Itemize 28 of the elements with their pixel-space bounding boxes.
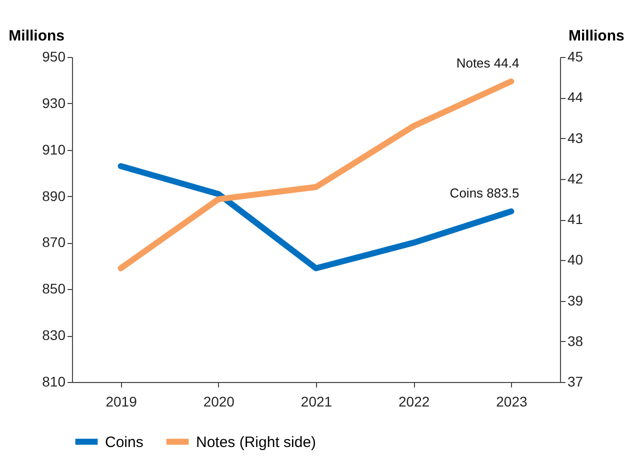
y2-tick-label: 45 [568, 48, 584, 64]
y2-tick-label: 42 [568, 170, 584, 186]
y-axis-title: Millions [8, 28, 64, 44]
y-tick-label: 910 [42, 141, 66, 158]
x-tick-label: 2019 [106, 394, 138, 410]
y2-tick-label: 41 [568, 211, 584, 227]
legend-label: Coins [105, 434, 144, 451]
y2-tick-label: 39 [568, 292, 584, 308]
y2-tick-label: 37 [568, 374, 584, 390]
y-tick-label: 930 [42, 94, 66, 111]
y-tick-label: 830 [42, 327, 66, 344]
y-tick-label: 950 [42, 48, 66, 64]
legend-label: Notes (Right side) [196, 434, 316, 451]
y2-tick-label: 43 [568, 130, 584, 146]
x-tick-label: 2021 [300, 394, 332, 410]
y-tick-label: 890 [42, 188, 66, 204]
y2-tick-label: 44 [568, 89, 584, 106]
annotation: Notes 44.4 [456, 55, 520, 70]
y-tick-label: 810 [42, 374, 66, 390]
x-tick-label: 2020 [203, 394, 235, 410]
y2-axis-title: Millions [568, 28, 624, 44]
y2-tick-label: 40 [568, 252, 584, 268]
x-tick-label: 2023 [496, 394, 528, 410]
annotation: Coins 883.5 [450, 185, 520, 200]
x-tick-label: 2022 [398, 394, 430, 410]
y-tick-label: 850 [42, 280, 66, 297]
y-tick-label: 870 [42, 234, 66, 250]
y2-tick-label: 38 [568, 332, 584, 349]
